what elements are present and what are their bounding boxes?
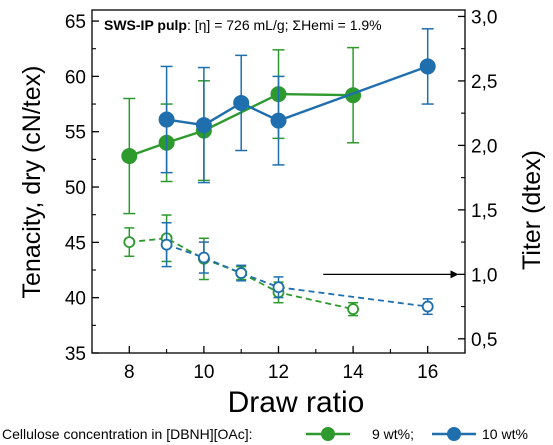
data-point [160, 238, 173, 251]
y-right-tick-label: 2,5 [471, 72, 497, 93]
y-left-tick-label: 65 [65, 12, 86, 33]
data-point [419, 58, 436, 75]
legend-marker-9wt [321, 427, 335, 441]
data-point [123, 236, 136, 249]
series-line [166, 65, 429, 127]
data-point [233, 94, 250, 111]
series-3 [160, 222, 434, 316]
y-right-tick-label: 1,0 [471, 265, 497, 286]
y-left-tick-label: 50 [65, 178, 86, 199]
y-right-tick-label: 2,0 [471, 136, 497, 157]
series-line [129, 237, 354, 311]
legend-separator: ; [410, 426, 414, 442]
data-point [158, 111, 175, 128]
data-point [197, 251, 210, 264]
y-left-tick-label: 35 [65, 344, 86, 365]
x-tick-label: 14 [343, 362, 365, 383]
chart-title: SWS-IP pulp: [η] = 726 mL/g; ΣHemi = 1.9… [104, 17, 382, 33]
data-point [421, 300, 434, 313]
x-tick-label: 8 [124, 362, 135, 383]
y-left-tick-label: 60 [65, 67, 86, 88]
y-left-tick-label: 40 [65, 289, 86, 310]
data-point [270, 112, 287, 129]
x-tick-label: 12 [268, 362, 289, 383]
x-axis: 8 10 12 14 16 [91, 346, 466, 383]
chart-title-bold: SWS-IP pulp [104, 17, 187, 33]
data-point [121, 148, 138, 165]
chart-title-rest: : [η] = 726 mL/g; ΣHemi = 1.9% [187, 17, 382, 33]
data-point [347, 303, 360, 316]
x-tick-label: 16 [417, 362, 438, 383]
y-axis-right: 0,5 1,0 1,5 2,0 2,5 3,0 [458, 7, 497, 351]
legend-label-9wt-name: 9 wt% [372, 426, 410, 442]
data-point [272, 281, 285, 294]
data-point [195, 117, 212, 134]
legend-prefix: Cellulose concentration in [DBNH][OAc]: [2, 426, 253, 442]
x-axis-title: Draw ratio [228, 386, 365, 419]
y-right-tick-label: 0,5 [471, 330, 497, 351]
series-1 [158, 28, 436, 184]
legend-label-9wt: 9 wt%; [372, 426, 414, 442]
data-point [235, 267, 248, 279]
legend-label-10wt: 10 wt% [482, 426, 528, 442]
y-left-tick-label: 55 [65, 123, 86, 144]
series-layer [121, 28, 436, 317]
y-axis-left: 35 40 45 50 55 60 65 [65, 12, 99, 365]
legend-marker-10wt [447, 427, 461, 441]
y-right-tick-label: 3,0 [471, 7, 497, 28]
y-axis-left-title: Tenacity, dry (cN/tex) [18, 66, 46, 299]
x-tick-label: 10 [193, 362, 214, 383]
y-right-tick-label: 1,5 [471, 201, 497, 222]
y-left-tick-label: 45 [65, 233, 86, 254]
y-axis-right-title: Titer (dtex) [518, 150, 546, 270]
legend: Cellulose concentration in [DBNH][OAc]: … [2, 426, 528, 442]
